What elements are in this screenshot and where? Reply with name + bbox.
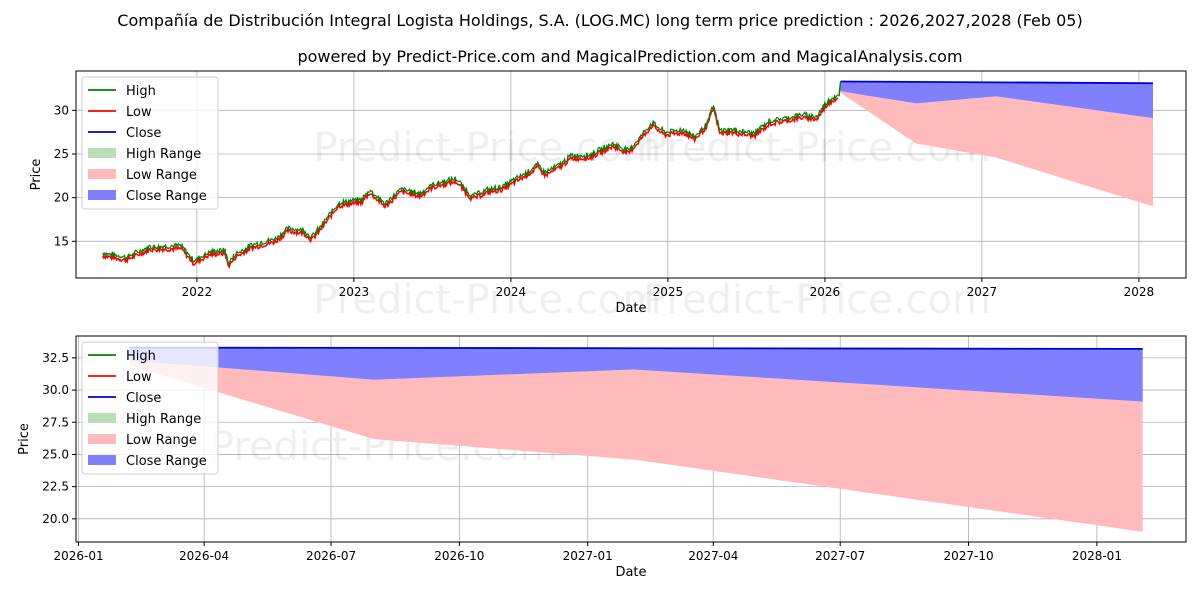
legend-label: Close Range (126, 454, 207, 469)
y-tick-label: 20.0 (42, 512, 69, 526)
x-tick-label: 2026 (810, 285, 841, 299)
x-axis-label: Date (615, 301, 646, 316)
x-axis-label: Date (615, 565, 646, 580)
watermark-text: Predict-Price.com (313, 277, 661, 323)
y-axis-label: Price (17, 423, 32, 455)
forecast-panel: Predict-Price.comPredict-Price.com2026-0… (17, 335, 1187, 580)
legend-label: Low (126, 105, 152, 120)
legend: High Low Close High Range Low Range Close Ran… (81, 76, 219, 210)
y-tick-label: 27.5 (42, 415, 69, 429)
x-tick-label: 2026-07 (306, 549, 356, 563)
plot-frame (75, 335, 1187, 543)
watermark-text: Predict-Price.com (643, 277, 991, 323)
x-tick-label: 2027-01 (563, 549, 613, 563)
legend-label: Close (126, 391, 161, 406)
low-series-line (102, 97, 839, 269)
high-series-link (838, 81, 842, 97)
x-tick-label: 2027-04 (688, 549, 738, 563)
y-tick-label: 25 (54, 147, 69, 161)
x-tick-label: 2028-01 (1072, 549, 1122, 563)
x-tick-label: 2024 (496, 285, 527, 299)
close-forecast-line (840, 80, 1154, 85)
close-range-band (840, 81, 1154, 119)
legend-label: Low (126, 370, 152, 385)
y-tick-label: 32.5 (42, 351, 69, 365)
legend-swatch (88, 413, 116, 423)
legend-swatch (88, 148, 116, 158)
legend-label: Low Range (126, 433, 197, 448)
legend-swatch (88, 455, 116, 465)
legend-label: High Range (126, 147, 201, 162)
y-tick-label: 22.5 (42, 480, 69, 494)
x-tick-label: 2023 (339, 285, 370, 299)
plot-frame (75, 70, 1187, 279)
x-tick-label: 2027-07 (815, 549, 865, 563)
low-range-band (129, 360, 1143, 532)
x-tick-label: 2026-01 (53, 549, 103, 563)
y-axis-label: Price (29, 159, 44, 191)
y-tick-label: 20 (54, 191, 69, 205)
legend-label: High (126, 84, 156, 99)
chart-title: Compañía de Distribución Integral Logist… (117, 11, 1082, 30)
x-tick-label: 2022 (182, 285, 213, 299)
low-range-band (840, 91, 1154, 207)
legend-swatch (88, 434, 116, 444)
chart-subtitle: powered by Predict-Price.com and Magical… (297, 47, 962, 66)
y-tick-label: 30.0 (42, 383, 69, 397)
legend-swatch (88, 190, 116, 200)
x-tick-label: 2026-10 (434, 549, 484, 563)
history-panel: Predict-Price.comPredict-Price.comPredic… (29, 70, 1187, 323)
x-tick-label: 2026-04 (179, 549, 229, 563)
legend-label: Close Range (126, 189, 207, 204)
x-tick-label: 2027-10 (943, 549, 993, 563)
y-tick-label: 15 (54, 234, 69, 248)
x-tick-label: 2025 (653, 285, 684, 299)
x-tick-label: 2028 (1124, 285, 1155, 299)
high-series-line (102, 93, 839, 267)
legend-swatch (88, 169, 116, 179)
x-tick-label: 2027 (967, 285, 998, 299)
y-tick-label: 30 (54, 103, 69, 117)
y-tick-label: 25.0 (42, 447, 69, 461)
legend-label: High (126, 349, 156, 364)
legend: High Low Close High Range Low Range Close Ran… (81, 341, 219, 475)
close-forecast-line (129, 346, 1143, 350)
legend-label: High Range (126, 412, 201, 427)
close-range-band (129, 347, 1143, 402)
legend-label: Close (126, 126, 161, 141)
legend-label: Low Range (126, 168, 197, 183)
